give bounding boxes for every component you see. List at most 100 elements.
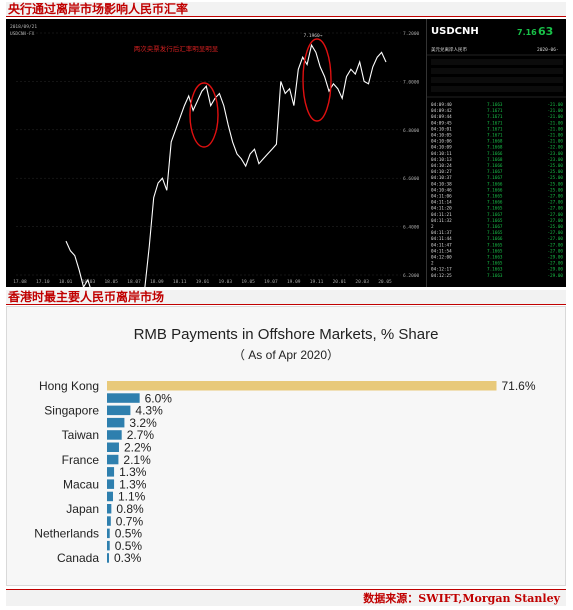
offshore-payments-panel: RMB Payments in Offshore Markets, % Shar… [6, 306, 566, 586]
trade-time: 2 [431, 261, 434, 267]
trade-price: 7.1665 [487, 230, 503, 236]
x-tick-label: 17.08 [13, 279, 27, 285]
bar [107, 393, 140, 403]
chart-title: RMB Payments in Offshore Markets, % Shar… [134, 326, 439, 343]
bar [107, 467, 115, 477]
trade-time: 04:10:27 [431, 169, 452, 175]
y-tick-label: 6.2000 [403, 273, 420, 279]
trade-time: 04:10:01 [431, 126, 452, 132]
trade-volume: -27.00 [547, 248, 563, 254]
y-tick-label: 6.4000 [403, 225, 420, 231]
trade-price: 7.1667 [487, 175, 503, 181]
terminal-series-label: USDCNH-FX [10, 31, 35, 37]
trade-price: 7.1668 [487, 145, 503, 151]
bar [107, 540, 110, 551]
x-tick-label: 19.03 [219, 279, 233, 285]
trade-time: 04:12:17 [431, 267, 452, 273]
category-label: Hong Kong [39, 379, 99, 393]
trade-time: 04:11:20 [431, 206, 452, 212]
trade-price: 7.1663 [487, 273, 503, 279]
trade-time: 04:11:47 [431, 242, 452, 248]
bar-value-label: 0.8% [116, 502, 144, 516]
y-tick-label: 7.0000 [403, 79, 420, 85]
bar-value-label: 2.2% [124, 441, 152, 455]
x-tick-label: 18.05 [104, 279, 118, 285]
category-label: Canada [57, 551, 99, 565]
trade-price: 7.1671 [487, 133, 503, 139]
bar-value-label: 6.0% [145, 391, 173, 405]
category-label: Taiwan [62, 428, 99, 442]
trade-time: 2 [431, 224, 434, 230]
trade-price: 7.1665 [487, 261, 503, 267]
trade-volume: -27.00 [547, 212, 563, 218]
trade-volume: -21.00 [547, 126, 563, 132]
trade-time: 04:11:37 [431, 230, 452, 236]
symbol-subtitle: 美元兑离岸人民币 [431, 46, 467, 53]
trade-price: 7.1667 [487, 212, 503, 218]
trade-volume: -29.00 [547, 273, 563, 279]
bar [107, 442, 119, 452]
trade-time: 04:11:14 [431, 200, 452, 206]
bar [107, 516, 111, 526]
x-tick-label: 18.09 [150, 279, 164, 285]
highlight-circle-second [302, 38, 332, 122]
fx-terminal-screenshot: 2018/09/21 USDCNH-FX 7.2000 7.0000 6.8000 6.6… [6, 19, 566, 287]
trade-price: 7.1665 [487, 248, 503, 254]
trade-volume: -21.00 [547, 102, 563, 108]
trade-volume: -25.00 [547, 181, 563, 187]
category-label: Macau [63, 477, 99, 491]
category-label: France [62, 453, 100, 467]
x-tick-label: 20.03 [355, 279, 369, 285]
trade-time: 04:10:24 [431, 163, 452, 169]
trade-volume: -27.00 [547, 236, 563, 242]
trade-volume: -27.00 [547, 242, 563, 248]
bar [107, 381, 497, 391]
bar-value-label: 0.5% [115, 527, 143, 541]
trade-time: 04:10:05 [431, 133, 452, 139]
bar [107, 479, 115, 489]
bar-value-label: 1.1% [118, 490, 146, 504]
offshore-share-bar-chart: RMB Payments in Offshore Markets, % Shar… [34, 326, 536, 565]
usdcnh-price-line [65, 43, 387, 287]
trade-volume: -21.00 [547, 120, 563, 126]
category-label: Netherlands [34, 527, 99, 541]
y-tick-label: 6.6000 [403, 176, 420, 182]
trade-volume: -21.00 [547, 139, 563, 145]
quote-date: 2020-06- [537, 47, 559, 53]
trade-volume: -29.00 [547, 255, 563, 261]
x-tick-label: 18.11 [173, 279, 187, 285]
trade-time: 04:10:38 [431, 181, 452, 187]
x-tick-label: 19.07 [264, 279, 278, 285]
bar [107, 405, 131, 416]
trade-time: 04:10:11 [431, 151, 452, 157]
bar-value-label: 4.3% [135, 404, 163, 418]
trade-time: 04:12:00 [431, 255, 452, 261]
section-title-hong-kong: 香港时最主要人民币离岸市场 [6, 290, 566, 305]
y-tick-label: 7.2000 [403, 31, 420, 37]
bar-value-label: 2.7% [127, 428, 155, 442]
x-tick-label: 20.05 [378, 279, 392, 285]
trade-time: 04:11:21 [431, 212, 452, 218]
trade-price: 7.1671 [487, 126, 503, 132]
trade-price: 7.1666 [487, 181, 503, 187]
highlight-circle-first [189, 82, 219, 148]
bar-value-label: 0.3% [114, 551, 142, 565]
bar-value-label: 1.3% [119, 477, 147, 491]
bar [107, 553, 109, 563]
trade-time: 04:10:46 [431, 187, 452, 193]
trade-volume: -25.00 [547, 175, 563, 181]
trade-volume: -29.00 [547, 267, 563, 273]
bar-value-label: 3.2% [129, 416, 157, 430]
trade-price: 7.1665 [487, 194, 503, 200]
x-tick-label: 20.01 [333, 279, 347, 285]
trade-time: 04:10:09 [431, 145, 452, 151]
trade-price: 7.1668 [487, 157, 503, 163]
trade-price: 7.1663 [487, 267, 503, 273]
quote-panel-svg: USDCNH 7.16 63 美元兑离岸人民币 2020-06- 04:09:40 7.16… [427, 25, 566, 279]
trade-time: 04:09:44 [431, 114, 452, 120]
trade-price: 7.1666 [487, 200, 503, 206]
quote-stat-row [431, 68, 563, 74]
quote-stat-row [431, 77, 563, 83]
trade-time: 04:11:44 [431, 236, 452, 242]
x-tick-label: 18.07 [127, 279, 141, 285]
